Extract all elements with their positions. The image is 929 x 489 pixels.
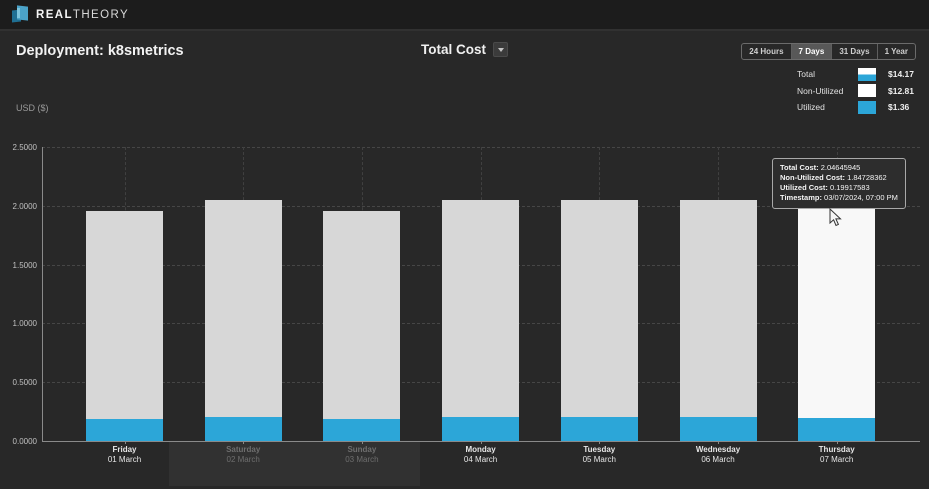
- bar-wednesday[interactable]: [679, 199, 757, 441]
- range-button-24-hours[interactable]: 24 Hours: [742, 44, 792, 59]
- range-button-1-year[interactable]: 1 Year: [878, 44, 915, 59]
- bar-monday[interactable]: [442, 199, 520, 441]
- tooltip-row: Total Cost: 2.04645945: [780, 163, 861, 172]
- bar-segment-utilized: [798, 417, 876, 441]
- bar-saturday[interactable]: [204, 199, 282, 441]
- bar-segment-utilized: [86, 418, 163, 441]
- bar-segment-non-utilized: [560, 199, 638, 418]
- legend-swatch-split: [858, 67, 876, 81]
- bar-segment-utilized: [560, 417, 638, 441]
- metric-title: Total Cost: [421, 42, 486, 57]
- bar-segment-non-utilized: [679, 199, 757, 418]
- bar-segment-non-utilized: [323, 210, 401, 419]
- x-tick-mark: [836, 441, 838, 444]
- caret-down-icon: [497, 47, 504, 52]
- x-axis-label-sunday: Sunday 03 March: [345, 445, 379, 464]
- x-tick-mark: [243, 441, 245, 444]
- bar-thursday[interactable]: [798, 200, 876, 441]
- bar-segment-non-utilized: [442, 199, 520, 418]
- legend: Total $14.17 Non-Utilized $12.81 Utilized $1.…: [797, 66, 922, 116]
- bar-segment-utilized: [323, 418, 401, 441]
- tooltip-row: Timestamp: 03/07/2024, 07:00 PM: [780, 193, 898, 202]
- y-axis-unit-label: USD ($): [16, 103, 49, 113]
- metric-select: Total Cost: [0, 42, 929, 57]
- legend-swatch-non_utilized: [858, 84, 876, 98]
- y-tick-label: 1.5000: [12, 260, 37, 270]
- x-tick-mark: [718, 441, 719, 444]
- x-axis-label-thursday: Thursday 07 March: [818, 445, 855, 464]
- y-axis-line: [42, 147, 43, 441]
- range-button-31-days[interactable]: 31 Days: [832, 44, 878, 59]
- y-tick-label: 2.0000: [12, 201, 37, 211]
- time-range-group: 24 Hours 7 Days 31 Days 1 Year: [741, 43, 916, 60]
- bar-segment-utilized: [442, 417, 520, 441]
- metric-dropdown-button[interactable]: [493, 42, 508, 57]
- x-axis-label-wednesday: Wednesday 06 March: [695, 445, 741, 464]
- x-axis-label-tuesday: Tuesday 05 March: [582, 445, 616, 464]
- tooltip-row: Non-Utilized Cost: 1.84728362: [780, 173, 887, 182]
- legend-item-non-utilized[interactable]: Non-Utilized $12.81: [797, 83, 922, 100]
- bar-segment-non-utilized: [86, 210, 163, 419]
- x-tick-mark: [480, 441, 482, 444]
- brand-wordmark: REALTHEORY: [36, 9, 129, 21]
- y-tick-label: 0.0000: [12, 437, 37, 446]
- y-tick-label: 2.5000: [12, 143, 37, 152]
- bar-segment-non-utilized: [798, 200, 876, 418]
- topbar: REALTHEORY: [0, 0, 929, 31]
- mouse-cursor: [829, 208, 842, 227]
- bar-tuesday[interactable]: [560, 199, 638, 441]
- brand[interactable]: REALTHEORY: [12, 5, 129, 23]
- legend-item-value: $14.17: [888, 69, 914, 80]
- bar-segment-utilized: [204, 417, 282, 441]
- legend-item-value: $1.36: [888, 102, 910, 113]
- legend-item-value: $12.81: [888, 85, 914, 96]
- x-axis-label-monday: Monday 04 March: [463, 445, 498, 464]
- chart-tooltip: Total Cost: 2.04645945 Non-Utilized Cost:…: [772, 158, 906, 209]
- tooltip-row: Utilized Cost: 0.19917583: [780, 183, 870, 192]
- page-title: Deployment: k8smetrics: [16, 43, 184, 59]
- legend-swatch-utilized: [858, 100, 876, 114]
- legend-item-label: Utilized: [797, 102, 825, 113]
- legend-item-utilized[interactable]: Utilized $1.36: [797, 99, 922, 116]
- brand-bold: REAL: [36, 8, 73, 21]
- x-tick-mark: [124, 441, 126, 444]
- brand-light: THEORY: [72, 8, 130, 21]
- bar-sunday[interactable]: [323, 210, 401, 441]
- legend-item-label: Total: [797, 69, 815, 80]
- x-axis-label-friday: Friday 01 March: [107, 445, 142, 464]
- legend-item-label: Non-Utilized: [797, 85, 844, 96]
- bar-segment-non-utilized: [204, 199, 282, 418]
- bar-friday[interactable]: [86, 210, 163, 441]
- realtheory-logo-icon: [12, 5, 29, 23]
- legend-item-total[interactable]: Total $14.17: [797, 66, 922, 83]
- weekend-band: [169, 442, 420, 486]
- range-button-7-days[interactable]: 7 Days: [791, 44, 833, 59]
- x-tick-mark: [599, 441, 601, 444]
- y-tick-label: 1.0000: [12, 319, 37, 329]
- bar-segment-utilized: [679, 417, 757, 441]
- x-axis-label-saturday: Saturday 02 March: [226, 445, 261, 464]
- y-tick-label: 0.5000: [12, 378, 37, 388]
- x-tick-mark: [361, 441, 363, 444]
